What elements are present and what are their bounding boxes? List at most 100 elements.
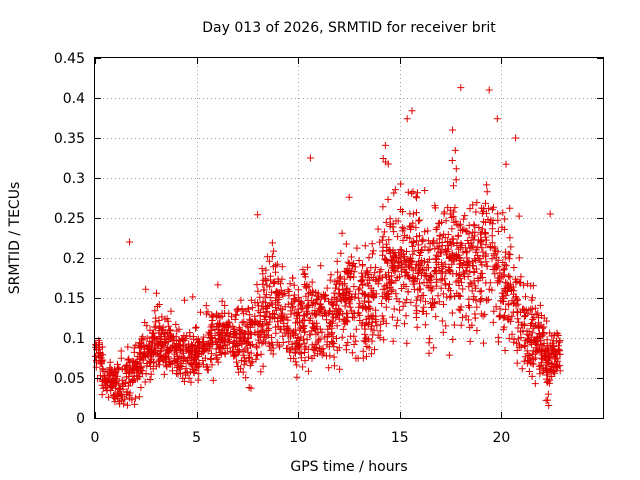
data-point bbox=[293, 361, 301, 369]
data-point bbox=[381, 289, 389, 297]
data-point bbox=[293, 373, 301, 381]
data-point bbox=[195, 370, 203, 378]
data-point bbox=[455, 222, 463, 230]
data-point bbox=[146, 376, 154, 384]
data-point bbox=[238, 305, 246, 313]
data-point bbox=[326, 276, 334, 284]
data-point bbox=[488, 225, 496, 233]
data-point bbox=[288, 299, 296, 307]
data-point bbox=[148, 339, 156, 347]
data-point bbox=[188, 343, 196, 350]
data-point bbox=[395, 298, 403, 305]
data-point bbox=[407, 189, 415, 197]
y-tick-label: 0.15 bbox=[54, 291, 85, 307]
data-point bbox=[402, 312, 410, 320]
data-point bbox=[475, 224, 483, 231]
data-point bbox=[175, 363, 183, 371]
data-point bbox=[516, 278, 524, 286]
data-point bbox=[457, 321, 465, 329]
data-point bbox=[99, 365, 107, 373]
data-point bbox=[378, 312, 386, 320]
data-point bbox=[466, 205, 474, 213]
data-point bbox=[556, 367, 564, 375]
data-point bbox=[245, 329, 253, 337]
data-point bbox=[255, 339, 263, 347]
data-point bbox=[236, 325, 244, 333]
data-point bbox=[272, 262, 280, 270]
data-point bbox=[434, 245, 442, 253]
data-point bbox=[450, 321, 458, 329]
data-point bbox=[469, 295, 477, 303]
data-point bbox=[468, 234, 476, 242]
data-point bbox=[178, 360, 186, 368]
data-point bbox=[345, 193, 353, 201]
data-point bbox=[313, 323, 321, 331]
data-point bbox=[363, 343, 371, 350]
data-point bbox=[252, 342, 260, 350]
data-point bbox=[382, 158, 390, 166]
data-point bbox=[365, 298, 373, 306]
data-point bbox=[306, 154, 314, 162]
data-point bbox=[97, 372, 104, 380]
data-point bbox=[505, 334, 513, 342]
data-point bbox=[441, 234, 449, 242]
data-point bbox=[524, 337, 531, 345]
data-point bbox=[530, 314, 538, 322]
data-point bbox=[447, 292, 455, 300]
data-point bbox=[493, 115, 501, 123]
data-point bbox=[266, 318, 274, 326]
data-point bbox=[287, 333, 294, 341]
data-point bbox=[435, 298, 443, 306]
data-point bbox=[257, 368, 265, 376]
data-point bbox=[213, 354, 221, 362]
data-point bbox=[111, 393, 119, 401]
data-point bbox=[481, 310, 489, 318]
data-point bbox=[342, 240, 350, 248]
data-point bbox=[537, 340, 545, 348]
data-point bbox=[365, 254, 373, 262]
data-point bbox=[540, 353, 548, 361]
data-point bbox=[483, 188, 491, 196]
data-point bbox=[367, 284, 375, 292]
data-point bbox=[449, 336, 457, 343]
data-point bbox=[251, 329, 259, 337]
data-point bbox=[547, 363, 555, 371]
data-point bbox=[273, 299, 281, 307]
data-point bbox=[487, 243, 494, 250]
data-point bbox=[521, 322, 529, 330]
data-point bbox=[368, 318, 376, 326]
data-point bbox=[441, 280, 449, 288]
data-point bbox=[396, 306, 404, 314]
data-point bbox=[247, 349, 255, 357]
data-point bbox=[277, 305, 285, 313]
data-point bbox=[98, 391, 106, 399]
data-point bbox=[214, 358, 222, 366]
data-point bbox=[312, 343, 320, 351]
data-point bbox=[129, 377, 137, 384]
data-point bbox=[324, 310, 332, 317]
data-point bbox=[472, 284, 480, 292]
data-point bbox=[294, 334, 302, 342]
data-point bbox=[192, 324, 199, 332]
data-point bbox=[207, 356, 215, 364]
data-point bbox=[300, 271, 308, 278]
data-point bbox=[466, 337, 474, 345]
data-point bbox=[374, 225, 382, 233]
data-point bbox=[415, 262, 422, 270]
data-point bbox=[409, 280, 417, 288]
data-point bbox=[510, 299, 518, 307]
data-point bbox=[376, 327, 384, 335]
data-point bbox=[532, 344, 540, 352]
data-point bbox=[390, 189, 398, 197]
data-point bbox=[192, 356, 200, 364]
data-point bbox=[285, 292, 293, 300]
data-point bbox=[128, 369, 136, 377]
data-point bbox=[297, 305, 305, 313]
data-point bbox=[496, 269, 504, 277]
data-point bbox=[529, 347, 537, 355]
data-point bbox=[268, 239, 276, 247]
data-point bbox=[180, 337, 188, 344]
data-point bbox=[530, 355, 538, 363]
data-point bbox=[245, 384, 253, 391]
data-point bbox=[413, 307, 421, 315]
